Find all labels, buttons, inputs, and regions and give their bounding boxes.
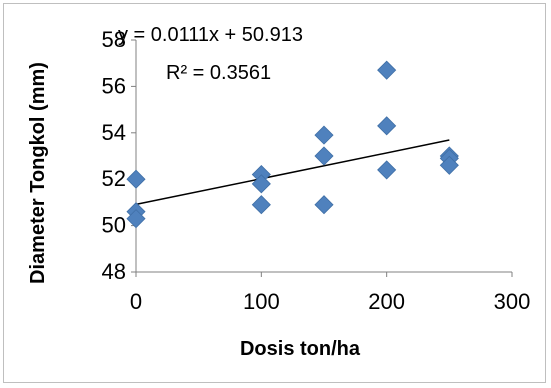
trendline-group [135,139,450,206]
y-tick-label: 52 [102,166,126,191]
trendline [135,139,450,206]
data-point-diamond [126,169,146,189]
data-point-diamond [126,209,146,229]
axes [131,39,513,277]
y-tick-label: 58 [102,27,126,52]
data-points [126,60,459,229]
x-tick-label: 200 [368,289,405,314]
data-point-diamond [377,116,397,136]
y-tick-label: 48 [102,259,126,284]
data-point-diamond [314,195,334,215]
data-point-diamond [314,125,334,145]
data-point-diamond [251,174,271,194]
chart-frame [3,3,546,383]
data-point-diamond [439,155,459,175]
trendline-equation: y = 0.0111x + 50.913 [118,24,303,46]
y-tick-label: 54 [102,120,126,145]
data-point-diamond [377,160,397,180]
y-tick-label: 50 [102,213,126,238]
x-axis-title: Dosis ton/ha [240,338,361,360]
data-point-diamond [251,195,271,215]
trendline-r-squared: R² = 0.3561 [166,62,271,84]
x-tick-label: 300 [494,289,531,314]
y-axis-title: Diameter Tongkol (mm) [27,62,49,284]
y-tick-label: 56 [102,73,126,98]
x-tick-label: 100 [243,289,280,314]
tick-labels: 48 50 52 54 56 58 0 100 200 300 [102,27,531,314]
x-tick-label: 0 [130,289,142,314]
data-point-diamond [377,60,397,80]
data-point-diamond [314,146,334,166]
